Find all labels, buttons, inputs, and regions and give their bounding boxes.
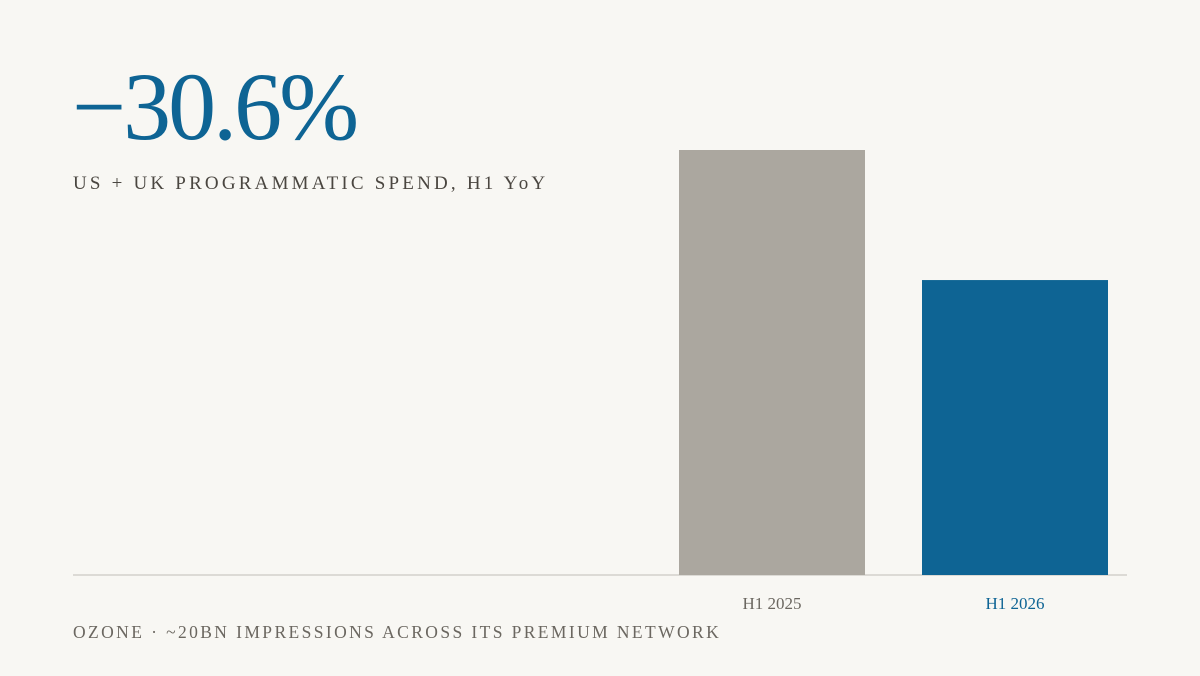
bar	[922, 280, 1108, 575]
footnote: OZONE · ~20BN IMPRESSIONS ACROSS ITS PRE…	[73, 622, 721, 642]
headline: −30.6%	[72, 53, 356, 160]
subtitle: US + UK PROGRAMMATIC SPEND, H1 YoY	[73, 173, 548, 194]
x-tick-label: H1 2025	[742, 594, 801, 613]
bar	[679, 150, 865, 575]
x-tick-label: H1 2026	[985, 594, 1044, 613]
